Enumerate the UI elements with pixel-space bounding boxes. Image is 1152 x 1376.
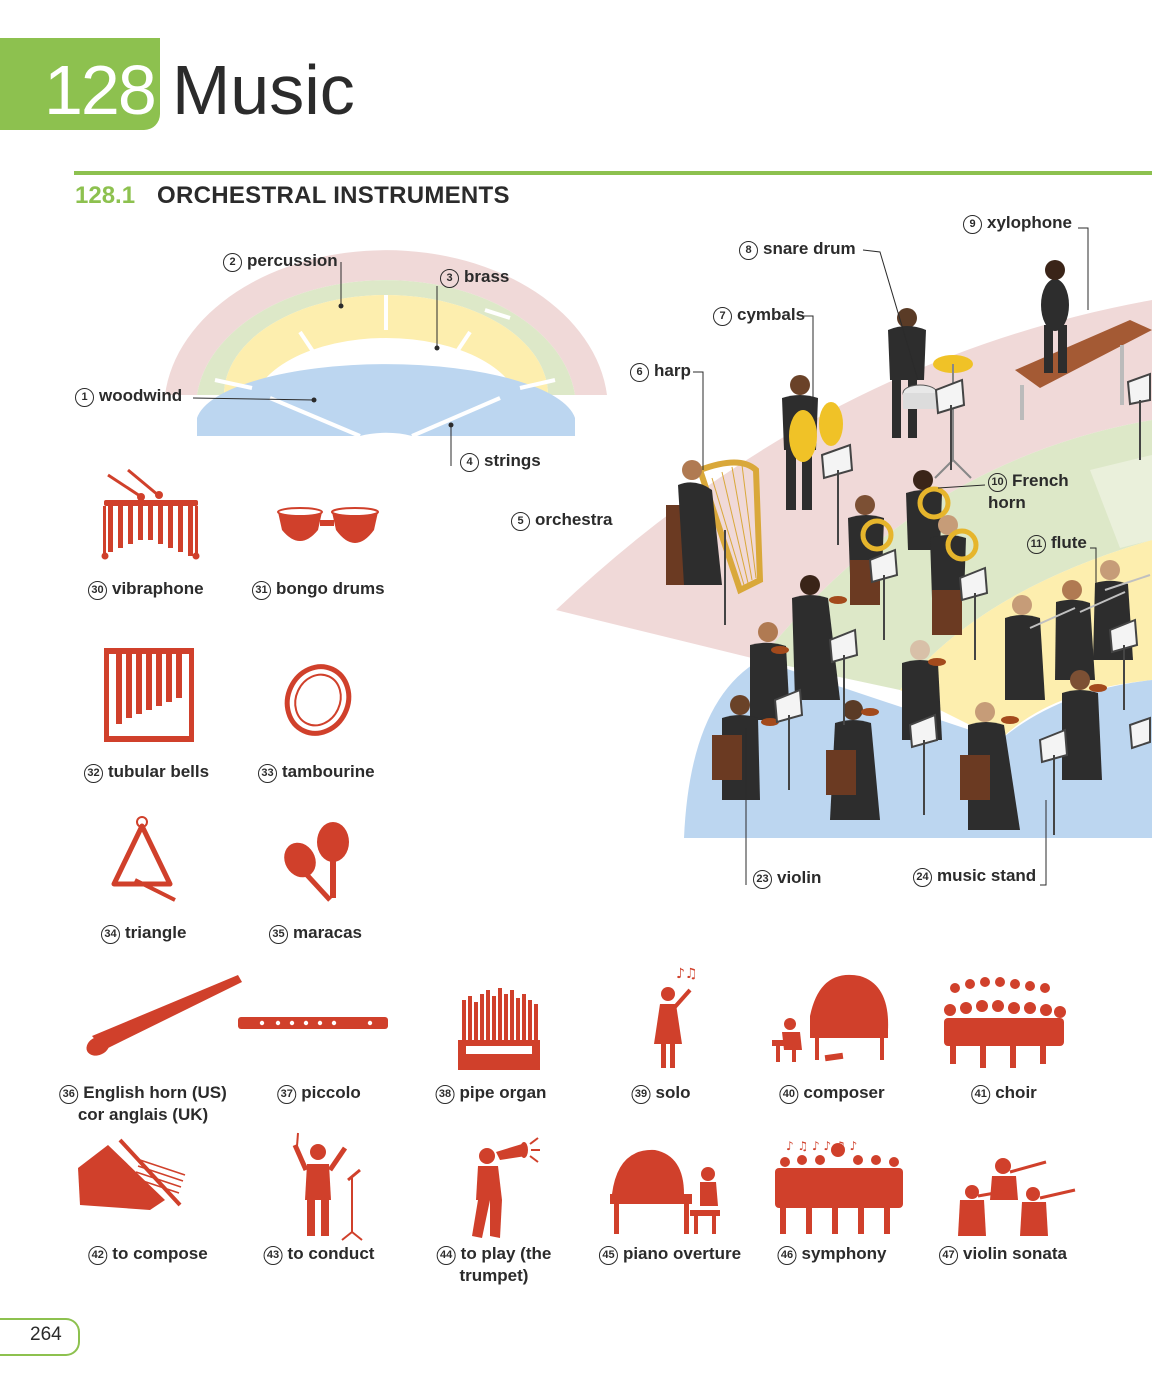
label-violin-sonata: 47 violin sonata [939,1243,1067,1265]
section-title: ORCHESTRAL INSTRUMENTS [157,182,510,209]
chapter-number: 128 [44,51,157,129]
page-number-box [0,1318,80,1356]
compose-hand-icon [78,1138,186,1210]
svg-text:♪ ♫ ♪ ♪ ♫ ♪: ♪ ♫ ♪ ♪ ♫ ♪ [786,1139,857,1153]
label-pipe-organ: 38 pipe organ [435,1082,546,1104]
svg-text:♪♫: ♪♫ [676,966,698,982]
label-violin: 23 violin [753,867,821,889]
label-cymbals: 7 cymbals [713,304,805,326]
music-stands-illustration [773,372,1151,835]
label-maracas: 35 maracas [269,922,362,944]
label-tambourine: 33 tambourine [258,761,375,783]
violin-sonata-icon [958,1158,1076,1236]
label-composer: 40 composer [779,1082,885,1104]
section-divider [74,171,1152,175]
label-music-stand: 24 music stand [913,865,1036,887]
symphony-icon: ♪ ♫ ♪ ♪ ♫ ♪ [775,1139,903,1234]
label-triangle: 34 triangle [101,922,186,944]
harpist-illustration [666,459,764,625]
violin-players-illustration [712,575,1107,830]
label-orchestra: 5 orchestra [511,509,612,531]
piccolo-icon [238,1017,388,1029]
solo-singer-icon: ♪♫ [654,966,698,1068]
label-solo: 39 solo [631,1082,690,1104]
label-to-compose: 42 to compose [88,1243,208,1265]
composer-icon [772,974,889,1062]
label-french-horn: 10 French horn [988,471,1069,512]
label-harp: 6 harp [630,360,691,382]
label-snare-drum: 8 snare drum [739,238,856,260]
label-choir: 41 choir [971,1082,1037,1104]
chapter-title: Music [172,51,355,129]
chapter-number-box [0,38,160,130]
french-horn-players-illustration [848,470,979,635]
pipe-organ-icon [458,988,540,1070]
label-vibraphone: 30 vibraphone [88,578,204,600]
label-to-play-trumpet: 44 to play (the trumpet) [436,1243,551,1287]
label-piano-overture: 45 piano overture [598,1243,741,1265]
label-woodwind: 1 woodwind [75,385,182,407]
cymbals-player-illustration [782,375,843,510]
piano-overture-icon [610,1149,720,1234]
trumpet-player-icon [472,1137,540,1238]
label-piccolo: 37 piccolo [277,1082,361,1104]
english-horn-icon [86,975,242,1056]
label-symphony: 46 symphony [777,1243,887,1265]
label-bongo-drums: 31 bongo drums [252,578,385,600]
label-to-conduct: 43 to conduct [263,1243,374,1265]
tambourine-icon [284,664,352,736]
label-strings: 4 strings [460,450,541,472]
conductor-icon [292,1132,363,1241]
label-tubular-bells: 32 tubular bells [84,761,209,783]
snare-drummer-illustration [888,308,973,479]
label-brass: 3 brass [440,266,509,288]
label-flute: 11 flute [1027,532,1087,554]
xylophone-illustration [1015,260,1152,420]
triangle-icon [111,816,176,902]
choir-icon [944,977,1066,1068]
label-xylophone: 9 xylophone [963,212,1072,234]
tubular-bells-icon [104,648,194,742]
vibraphone-icon [101,468,200,560]
page-number: 264 [30,1324,62,1345]
section-number: 128.1 [75,182,136,209]
label-percussion: 2 percussion [223,250,338,272]
label-english-horn: 36 English horn (US) cor anglais (UK) [59,1082,227,1126]
bongo-drums-icon [277,507,379,543]
maracas-icon [284,822,349,902]
